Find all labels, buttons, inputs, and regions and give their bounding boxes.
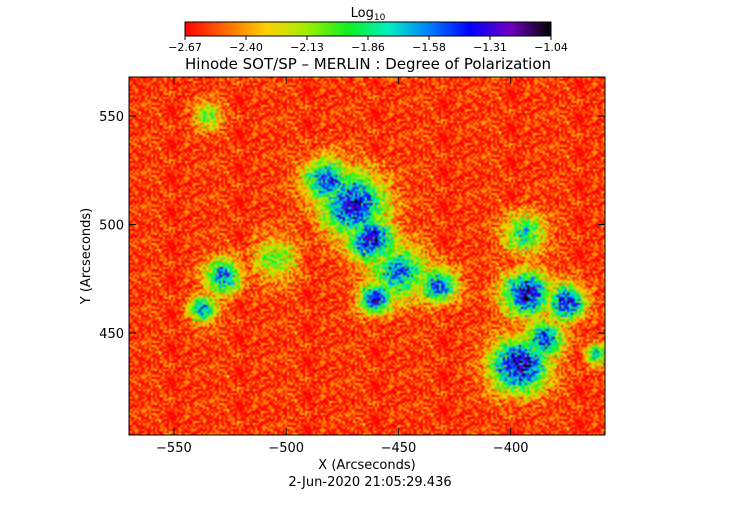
- timestamp: 2-Jun-2020 21:05:29.436: [288, 475, 451, 490]
- y-tick-label: 450: [99, 327, 124, 342]
- colorbar-tick-label: −2.13: [290, 41, 324, 54]
- x-tick-label: −450: [381, 441, 417, 456]
- colorbar-tick-label: −1.58: [412, 41, 446, 54]
- colorbar-label: Log10: [351, 6, 386, 23]
- x-axis: −550 −500 −450 −400: [156, 77, 529, 456]
- colorbar-tick-label: −1.31: [473, 41, 507, 54]
- colorbar-ticks: −2.67 −2.40 −2.13 −1.86 −1.58 −1.31 −1.04: [168, 36, 568, 54]
- colorbar-tick-label: −2.67: [168, 41, 202, 54]
- y-axis-label: Y (Arcseconds): [79, 208, 94, 305]
- colorbar-tick-label: −2.40: [229, 41, 263, 54]
- colorbar-gradient: [184, 21, 552, 37]
- colorbar-tick-label: −1.86: [351, 41, 385, 54]
- colorbar-label-base: Log: [351, 6, 374, 21]
- chart-title: Hinode SOT/SP – MERLIN : Degree of Polar…: [185, 55, 551, 73]
- polarization-heatmap: [129, 77, 605, 435]
- y-axis: 450 500 550: [99, 110, 605, 342]
- colorbar-label-subscript: 10: [374, 13, 386, 23]
- x-axis-label: X (Arcseconds): [318, 458, 415, 473]
- colorbar-tick-label: −1.04: [534, 41, 568, 54]
- x-tick-label: −500: [268, 441, 304, 456]
- y-tick-label: 550: [99, 110, 124, 125]
- x-tick-label: −400: [493, 441, 529, 456]
- plot-frame: [128, 76, 606, 436]
- y-tick-label: 500: [99, 219, 124, 234]
- colorbar: −2.67 −2.40 −2.13 −1.86 −1.58 −1.31 −1.04: [168, 21, 568, 54]
- x-tick-label: −550: [156, 441, 192, 456]
